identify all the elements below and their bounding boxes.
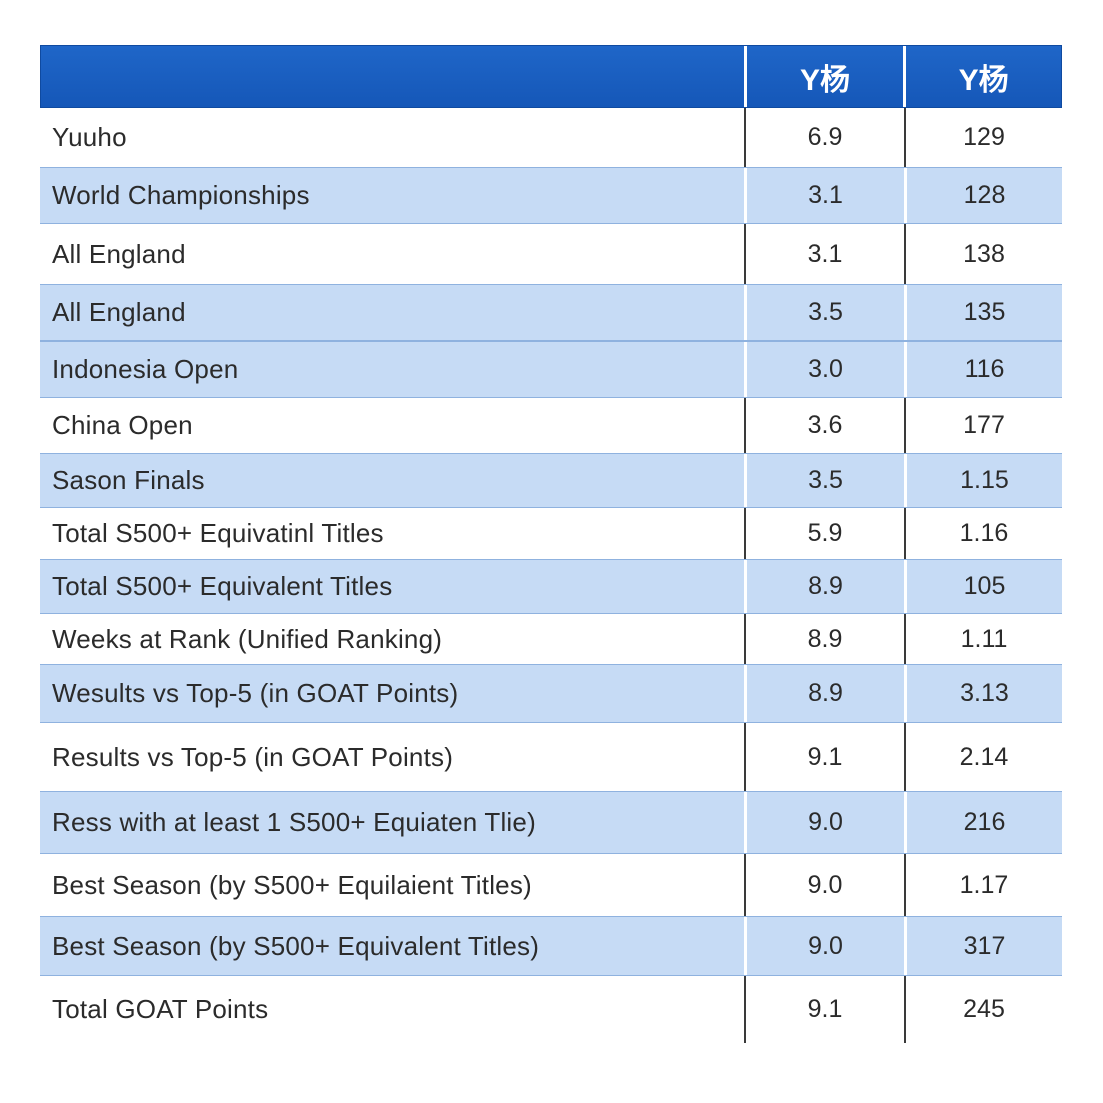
row-value-a: 3.5 <box>744 285 904 340</box>
row-value-b: 177 <box>904 398 1062 453</box>
row-value-a: 3.6 <box>744 398 904 453</box>
table-row: Total GOAT Points 9.1 245 <box>40 976 1062 1043</box>
row-label: Sason Finals <box>52 465 205 495</box>
row-value-b: 116 <box>904 342 1062 397</box>
table-row: Ress with at least 1 S500+ Equiaten Tlie… <box>40 791 1062 854</box>
table-row: All England 3.1 138 <box>40 224 1062 284</box>
table-row: World Championships 3.1 128 <box>40 167 1062 224</box>
row-value-a: 9.0 <box>744 917 904 975</box>
table-row: Yuuho 6.9 129 <box>40 108 1062 167</box>
row-label: Total S500+ Equivatinl Titles <box>52 518 384 548</box>
row-value-a: 8.9 <box>744 614 904 664</box>
row-label: Total GOAT Points <box>52 994 269 1024</box>
table-header-row: Y杨 Y杨 <box>40 45 1062 108</box>
data-table: Y杨 Y杨 Yuuho 6.9 129 World Championships 3.1 1… <box>40 45 1062 1043</box>
table-row: Results vs Top-5 (in GOAT Points) 9.1 2.14 <box>40 723 1062 791</box>
row-label: Results vs Top-5 (in GOAT Points) <box>52 741 454 772</box>
header-label-cell <box>41 46 744 107</box>
row-value-a: 9.0 <box>744 854 904 916</box>
row-value-b: 1.11 <box>904 614 1062 664</box>
row-value-b: 105 <box>904 560 1062 613</box>
table-row: Wesults vs Top-5 (in GOAT Points) 8.9 3.13 <box>40 664 1062 723</box>
row-value-b: 1.16 <box>904 508 1062 559</box>
row-value-a: 6.9 <box>744 108 904 167</box>
row-value-b: 3.13 <box>904 665 1062 722</box>
row-value-b: 1.15 <box>904 454 1062 507</box>
row-value-b: 129 <box>904 108 1062 167</box>
row-label: All England <box>52 238 186 269</box>
row-value-a: 9.1 <box>744 976 904 1043</box>
table-row: Best Season (by S500+ Equivalent Titles)… <box>40 916 1062 976</box>
row-value-a: 3.0 <box>744 342 904 397</box>
table-row: All England 3.5 135 <box>40 284 1062 341</box>
row-value-b: 245 <box>904 976 1062 1043</box>
table-body: Yuuho 6.9 129 World Championships 3.1 128 All … <box>40 108 1062 1043</box>
row-label: Indonesia Open <box>52 354 239 384</box>
row-label: China Open <box>52 410 193 440</box>
row-value-a: 3.1 <box>744 168 904 223</box>
row-label: Total S500+ Equivalent Titles <box>52 571 393 601</box>
row-label: Weeks at Rank (Unified Ranking) <box>52 623 443 654</box>
table-row: China Open 3.6 177 <box>40 398 1062 453</box>
row-value-a: 9.1 <box>744 723 904 791</box>
table-row: Sason Finals 3.5 1.15 <box>40 453 1062 508</box>
row-value-a: 3.5 <box>744 454 904 507</box>
row-value-b: 216 <box>904 792 1062 853</box>
header-column-2: Y杨 <box>903 46 1061 107</box>
row-value-b: 128 <box>904 168 1062 223</box>
row-value-a: 5.9 <box>744 508 904 559</box>
row-value-a: 8.9 <box>744 560 904 613</box>
row-value-b: 138 <box>904 224 1062 284</box>
row-label: Ress with at least 1 S500+ Equiaten Tlie… <box>52 807 536 837</box>
row-label: All England <box>52 297 186 327</box>
row-label: Best Season (by S500+ Equivalent Titles) <box>52 930 540 961</box>
table-row: Indonesia Open 3.0 116 <box>40 341 1062 398</box>
row-value-b: 1.17 <box>904 854 1062 916</box>
table-row: Total S500+ Equivatinl Titles 5.9 1.16 <box>40 508 1062 559</box>
row-value-a: 3.1 <box>744 224 904 284</box>
table-row: Weeks at Rank (Unified Ranking) 8.9 1.11 <box>40 614 1062 664</box>
row-label: Wesults vs Top-5 (in GOAT Points) <box>52 678 459 708</box>
row-value-b: 2.14 <box>904 723 1062 791</box>
row-label: World Championships <box>52 180 310 210</box>
row-value-a: 9.0 <box>744 792 904 853</box>
row-label: Best Season (by S500+ Equilaient Titles) <box>52 869 532 900</box>
row-label: Yuuho <box>52 122 127 152</box>
table-row: Total S500+ Equivalent Titles 8.9 105 <box>40 559 1062 614</box>
table-row: Best Season (by S500+ Equilaient Titles)… <box>40 854 1062 916</box>
row-value-b: 317 <box>904 917 1062 975</box>
row-value-b: 135 <box>904 285 1062 340</box>
row-value-a: 8.9 <box>744 665 904 722</box>
header-column-1: Y杨 <box>743 46 904 107</box>
